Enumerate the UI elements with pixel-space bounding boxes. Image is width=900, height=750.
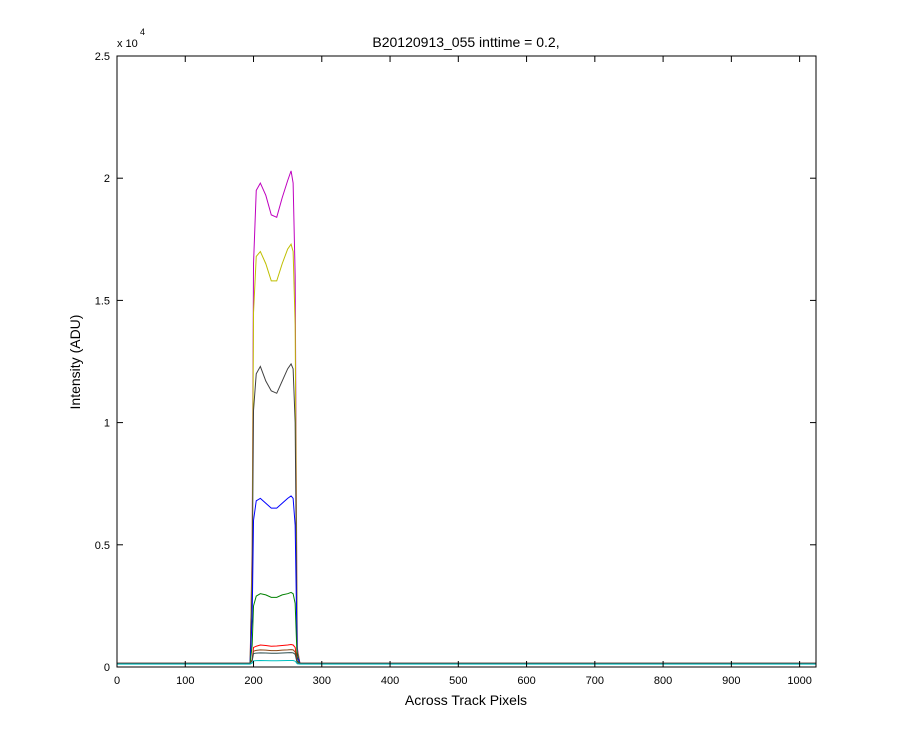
- series-line-3: [117, 362, 816, 664]
- x-tick-label: 400: [381, 675, 399, 687]
- series-line-6: [117, 644, 816, 664]
- series-line-8: [117, 652, 816, 664]
- y-tick-label: 1: [104, 418, 110, 430]
- y-exponent-base: x 10: [117, 38, 138, 50]
- chart-title: B20120913_055 inttime = 0.2,: [372, 34, 559, 50]
- y-tick-label: 1.5: [95, 295, 110, 307]
- x-tick-label: 1000: [787, 675, 811, 687]
- x-tick-label: 100: [176, 675, 194, 687]
- plot-area: [117, 170, 816, 665]
- series-line-5: [117, 591, 816, 664]
- y-tick-label: 0: [104, 662, 110, 674]
- axes-box: [116, 55, 817, 668]
- x-tick-label: 200: [244, 675, 262, 687]
- series-line-7: [117, 649, 816, 664]
- x-tick-label: 800: [654, 675, 672, 687]
- y-tick-label: 2.5: [95, 51, 110, 63]
- series-line-1: [117, 170, 816, 664]
- series-group: [117, 170, 816, 665]
- series-line-4: [117, 495, 816, 664]
- x-tick-label: 300: [313, 675, 331, 687]
- y-exponent-power: 4: [140, 27, 145, 37]
- x-tick-label: 600: [517, 675, 535, 687]
- x-tick-label: 900: [722, 675, 740, 687]
- x-tick-label: 0: [114, 675, 120, 687]
- series-line-2: [117, 243, 816, 664]
- y-tick-label: 0.5: [95, 540, 110, 552]
- x-tick-label: 700: [586, 675, 604, 687]
- y-tick-label: 2: [104, 173, 110, 185]
- x-tick-label: 500: [449, 675, 467, 687]
- axes: 0 100 200 300 400 500 600 700 800 900 1000 0 0.5 1 1.5…: [95, 51, 817, 687]
- y-axis-label: Intensity (ADU): [67, 315, 83, 410]
- x-axis-label: Across Track Pixels: [405, 692, 527, 708]
